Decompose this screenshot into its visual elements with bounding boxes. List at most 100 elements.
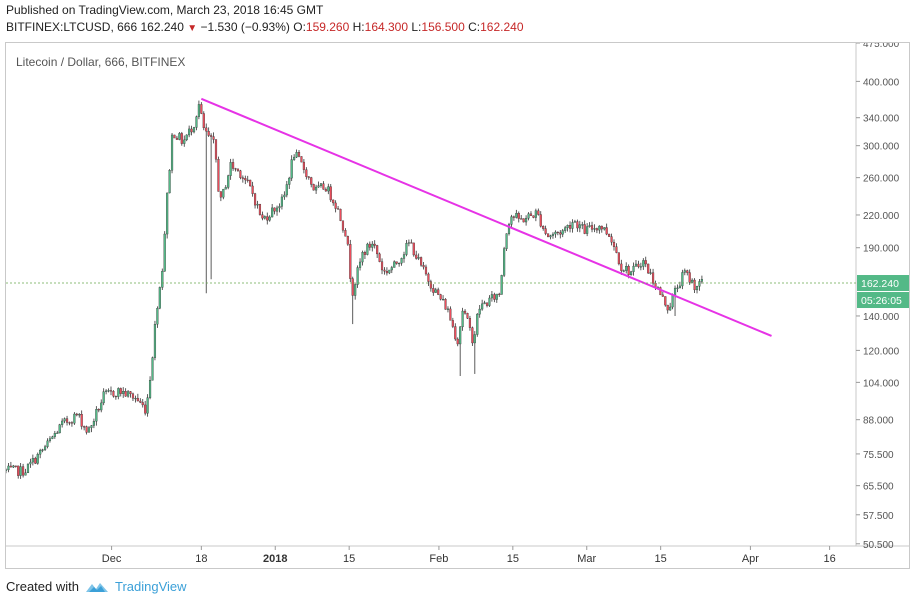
candle-body [258, 203, 262, 215]
candle-body [31, 458, 34, 463]
candle-body [234, 168, 237, 170]
candle-body [151, 357, 154, 381]
candle-body [83, 426, 86, 428]
candle-body [534, 210, 537, 218]
candle-body [678, 285, 682, 289]
published-note: Published on TradingView.com, March 23, … [6, 3, 324, 17]
candle-body [161, 271, 164, 288]
candle-body [515, 213, 518, 218]
candle-body [178, 133, 181, 140]
candle-body [488, 297, 491, 306]
candle-body [583, 224, 586, 234]
candle-body [468, 318, 472, 328]
candle-body [383, 269, 386, 272]
x-tick-label: 18 [195, 553, 207, 565]
candle-body [529, 213, 533, 216]
candle-body [673, 287, 677, 296]
countdown-badge [857, 292, 909, 309]
candle-body [395, 261, 398, 264]
candle-body [571, 222, 574, 229]
candle-body [463, 310, 467, 314]
candle-body [136, 397, 139, 402]
candle-body [566, 225, 569, 228]
candle-body [329, 186, 332, 201]
candle-body [647, 263, 650, 274]
candle-body [669, 306, 672, 311]
candle-body [195, 116, 198, 128]
candle-body [214, 139, 218, 160]
candle-body [19, 466, 22, 476]
candle-body [63, 418, 66, 422]
candle-body [288, 177, 291, 185]
time-axis[interactable]: Dec 18 2018 15 Feb 15 Mar 15 Apr 16 [102, 546, 836, 565]
candle-body [444, 298, 447, 310]
candle-body [485, 302, 489, 306]
candle-body [424, 266, 428, 275]
candle-body [498, 293, 501, 295]
candle-body [315, 186, 318, 191]
candle-body [539, 214, 542, 227]
candle-body [266, 216, 269, 221]
candle-body [97, 409, 100, 411]
candle-body [493, 294, 496, 300]
candle-body [80, 414, 83, 427]
y-tick-label: 400.000 [863, 77, 900, 88]
candle-body [36, 454, 39, 464]
candle-body [163, 233, 166, 272]
candle-body [222, 188, 225, 198]
candle-body [87, 427, 91, 433]
candle-body [58, 424, 61, 434]
candle-body [390, 267, 393, 271]
x-tick-label: 15 [655, 553, 667, 565]
candle-body [175, 137, 178, 140]
candle-body [622, 270, 625, 272]
y-tick-label: 50.500 [863, 540, 894, 551]
candle-body [478, 308, 481, 315]
candle-body [144, 404, 147, 414]
candle-body [598, 225, 601, 231]
candle-body [693, 279, 696, 291]
open-value: 159.260 [305, 20, 350, 34]
y-tick-label: 300.000 [863, 142, 900, 153]
candle-body [542, 226, 545, 229]
candle-body [586, 226, 589, 234]
candle-body [24, 472, 27, 476]
candle-body [549, 235, 552, 238]
candle-body [568, 225, 572, 229]
candle-body [695, 286, 699, 291]
candle-body [666, 304, 669, 311]
candle-body [244, 178, 247, 181]
candle-body [124, 391, 127, 397]
candle-body [537, 210, 540, 215]
candle-body [236, 168, 240, 171]
candle-body [500, 275, 503, 295]
candle-body [378, 253, 381, 262]
open-label: O: [293, 20, 306, 34]
y-tick-label: 475.000 [863, 43, 900, 50]
candle-body [520, 218, 523, 220]
candle-body [185, 134, 188, 141]
candle-body [51, 436, 54, 439]
candle-body [324, 189, 327, 192]
candle-body [251, 185, 254, 194]
candle-body [109, 390, 113, 392]
candle-body [268, 216, 271, 221]
close-label: C: [468, 20, 481, 34]
candle-body [166, 192, 169, 235]
candle-body [405, 243, 408, 255]
current-price-label: 162.240 [861, 278, 899, 290]
chart-panel[interactable]: Litecoin / Dollar, 666, BITFINEX 475.000… [4, 39, 910, 569]
symbol-label: BITFINEX:LTCUSD, 666 [6, 20, 138, 34]
candle-body [112, 390, 115, 397]
high-value: 164.300 [364, 20, 409, 34]
price-axis[interactable]: 475.000 400.000 340.000 300.000 260.000 220.0… [856, 39, 900, 551]
candle-body [581, 224, 584, 226]
candle-body [300, 156, 303, 163]
candle-body [700, 279, 703, 282]
candle-body [627, 266, 630, 276]
candle-body [219, 191, 222, 198]
price-chart[interactable]: Litecoin / Dollar, 666, BITFINEX 475.000… [4, 39, 909, 568]
tradingview-brand-link[interactable]: TradingView [114, 579, 187, 594]
candle-body [148, 380, 152, 398]
candle-body [153, 324, 157, 358]
